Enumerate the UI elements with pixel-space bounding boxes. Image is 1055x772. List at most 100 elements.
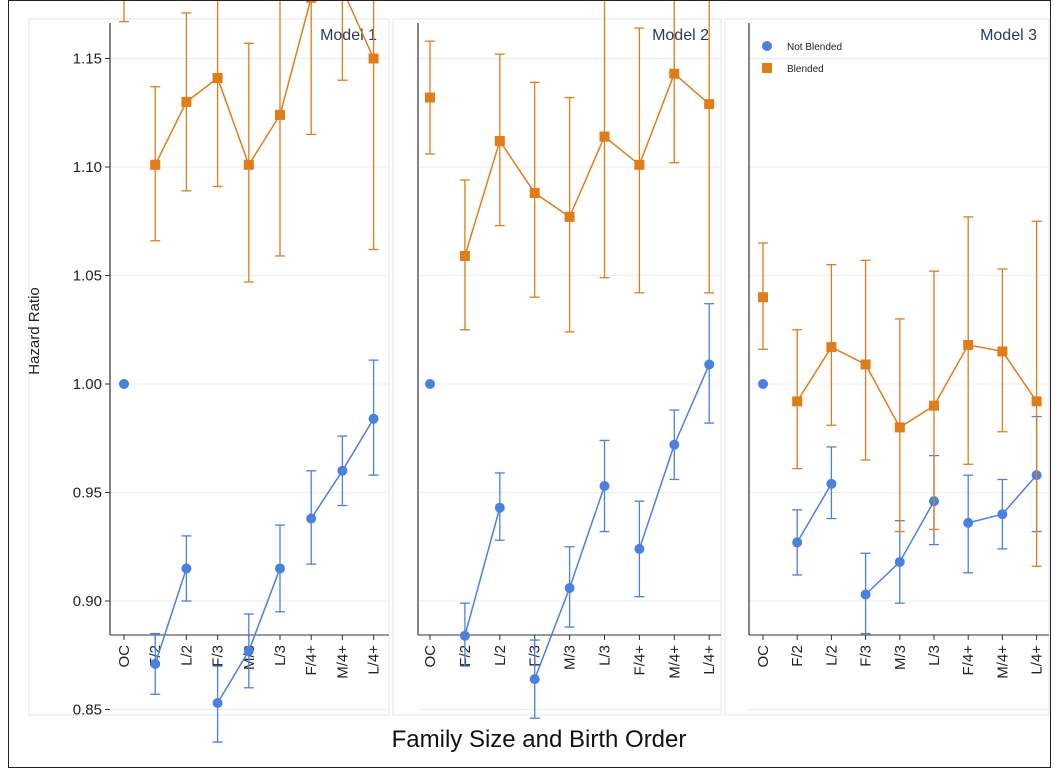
legend-marker — [762, 41, 772, 51]
y-tick-label: 1.00 — [73, 376, 102, 393]
y-tick-label: 1.05 — [73, 268, 102, 285]
data-point — [826, 342, 837, 353]
data-point — [529, 188, 540, 199]
data-point — [243, 645, 254, 656]
data-point — [894, 556, 905, 567]
data-point — [860, 589, 871, 600]
x-tick-label: L/4+ — [366, 645, 383, 675]
y-tick-label: 1.15 — [73, 51, 102, 68]
x-tick-label: M/3 — [562, 645, 579, 670]
data-point — [119, 379, 129, 389]
y-tick-label: 0.85 — [73, 702, 102, 719]
data-point — [306, 1, 317, 3]
data-point — [494, 135, 505, 146]
data-point — [599, 131, 610, 142]
x-tick-label: L/2 — [823, 645, 840, 666]
x-tick-label: OC — [422, 645, 439, 668]
data-point — [669, 439, 680, 450]
error-bar — [1031, 220, 1042, 567]
series-line — [154, 568, 188, 665]
panel-border — [392, 18, 722, 716]
x-tick-label: OC — [755, 645, 772, 668]
error-bar — [275, 1, 285, 257]
panel-3: OC F/2 L/2 F/3 M/3 L/3 F/4+ M/4+ L/4+ Model 3 — [724, 18, 1050, 716]
series-blended — [119, 1, 379, 283]
error-bar — [337, 1, 348, 81]
x-tick-label: M/3 — [892, 645, 909, 670]
panel-title: Model 2 — [652, 27, 709, 44]
error-bar — [119, 1, 129, 23]
series-blended — [425, 1, 715, 333]
data-point — [1031, 396, 1042, 407]
panel-title: Model 3 — [980, 27, 1037, 44]
data-point — [894, 422, 905, 433]
error-bar — [929, 270, 939, 531]
series-line — [464, 507, 501, 636]
series-line — [464, 72, 710, 257]
error-bar — [704, 1, 715, 294]
panel-1: OCF/2L/2F/3M/3L/3F/4+M/4+L/4+Model 1 — [28, 1, 390, 743]
data-point — [963, 517, 974, 528]
x-tick-label: M/4+ — [334, 645, 351, 679]
data-point — [963, 339, 974, 350]
data-point — [564, 211, 575, 222]
data-point — [368, 413, 379, 424]
panels-layer: OC F/2 L/2 F/3 M/3 L/3 F/4+ M/4+ L/4+ Model 1 OC F/… — [28, 1, 1050, 743]
x-tick-label: F/4+ — [303, 645, 320, 676]
legend-label: Not Blended — [787, 42, 842, 53]
error-bar — [306, 1, 317, 136]
x-tick-label: L/3 — [597, 645, 614, 666]
x-tick-label: M/4+ — [666, 645, 683, 679]
figure-frame: OC F/2 L/2 F/3 M/3 L/3 F/4+ M/4+ L/4+ Model 1 OC F/… — [8, 0, 1051, 768]
data-point — [212, 697, 223, 708]
data-point — [792, 396, 803, 407]
x-tick-label: L/2 — [492, 645, 509, 666]
data-point — [634, 543, 645, 554]
data-point — [826, 478, 837, 489]
error-bar — [368, 1, 379, 251]
series-not-blended — [758, 379, 1042, 635]
data-point — [599, 480, 610, 491]
data-point — [306, 513, 317, 524]
data-point — [634, 159, 645, 170]
data-point — [181, 563, 192, 574]
data-point — [459, 630, 470, 641]
data-point — [337, 465, 348, 476]
data-point — [275, 109, 285, 120]
y-axis: 1.251.201.151.101.051.000.950.900.85 — [73, 51, 102, 719]
data-point — [758, 379, 768, 389]
data-point — [425, 92, 435, 103]
x-axis-title: Family Size and Birth Order — [392, 726, 687, 753]
error-bar — [212, 1, 223, 188]
x-tick-label: L/3 — [926, 645, 943, 666]
x-tick-label: F/3 — [210, 645, 227, 667]
data-point — [529, 674, 540, 685]
data-point — [792, 537, 803, 548]
y-axis-title: Hazard Ratio — [26, 287, 43, 375]
data-point — [997, 346, 1008, 357]
data-point — [669, 68, 680, 79]
data-point — [758, 292, 768, 303]
y-tick-label: 1.10 — [73, 159, 102, 176]
data-point — [150, 159, 161, 170]
data-point — [564, 582, 575, 593]
x-tick-label: M/4+ — [994, 645, 1011, 679]
x-tick-label: L/3 — [272, 645, 289, 666]
legend-marker — [762, 63, 772, 73]
legend-label: Blended — [787, 64, 824, 75]
y-tick-label: 0.95 — [73, 485, 102, 502]
panel-border — [724, 18, 1050, 716]
data-point — [494, 502, 505, 513]
panel-2: OCF/2L/2F/3M/3L/3F/4+M/4+L/4+Model 2 — [392, 1, 722, 719]
data-point — [997, 509, 1008, 520]
chart: OC F/2 L/2 F/3 M/3 L/3 F/4+ M/4+ L/4+ Model 1 OC F/… — [26, 1, 1050, 753]
x-tick-label: F/4+ — [631, 645, 648, 676]
data-point — [212, 73, 223, 84]
data-point — [243, 159, 254, 170]
x-tick-label: F/2 — [789, 645, 806, 667]
series-not-blended — [425, 303, 715, 719]
data-point — [181, 96, 192, 107]
series-line — [796, 344, 1038, 429]
data-point — [860, 359, 871, 370]
series-blended — [758, 216, 1042, 567]
